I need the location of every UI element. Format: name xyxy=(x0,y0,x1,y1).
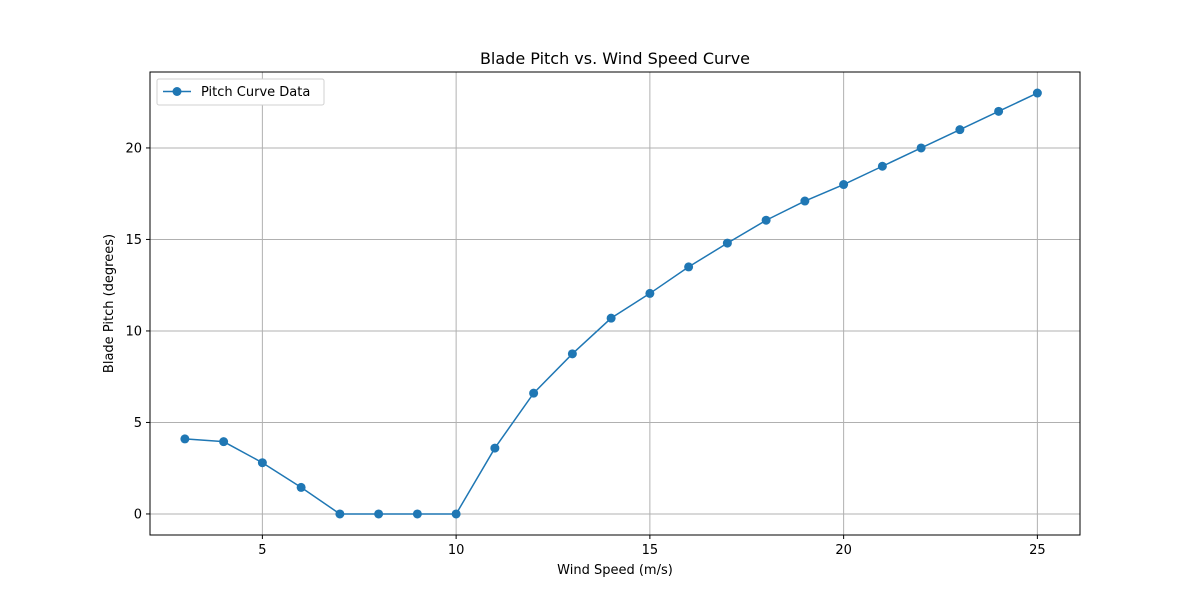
y-tick-label: 5 xyxy=(134,416,142,431)
data-point xyxy=(335,509,345,519)
data-point xyxy=(994,106,1004,116)
plot-area-background xyxy=(150,72,1080,535)
y-tick-label: 15 xyxy=(125,233,142,248)
legend-marker-swatch xyxy=(172,87,182,96)
x-tick-label: 15 xyxy=(642,543,659,558)
data-point xyxy=(567,349,577,359)
data-point xyxy=(877,161,887,171)
data-point xyxy=(412,509,422,519)
y-tick-label: 0 xyxy=(134,507,142,522)
data-point xyxy=(955,125,965,135)
data-point xyxy=(296,482,306,492)
data-point xyxy=(839,180,849,190)
data-point xyxy=(916,143,926,153)
tick-layer: 5 10 15 20 25 0 5 10 15 20 xyxy=(125,141,1045,558)
y-axis-label: Blade Pitch (degrees) xyxy=(102,234,117,373)
data-point xyxy=(1032,88,1042,98)
data-point xyxy=(800,196,810,206)
legend-label: Pitch Curve Data xyxy=(201,85,310,100)
data-point xyxy=(645,288,655,298)
x-tick-label: 25 xyxy=(1029,543,1046,558)
legend-box xyxy=(156,78,325,106)
data-point xyxy=(180,434,190,444)
series-layer xyxy=(180,88,1042,519)
chart-title: Blade Pitch vs. Wind Speed Curve xyxy=(480,49,750,68)
x-tick-label: 20 xyxy=(835,543,852,558)
y-tick-label: 10 xyxy=(125,324,142,339)
data-point xyxy=(722,238,732,248)
data-point xyxy=(219,437,229,447)
data-point xyxy=(606,313,616,323)
data-point xyxy=(257,458,267,468)
data-point xyxy=(684,262,694,272)
data-point xyxy=(451,509,461,519)
data-point xyxy=(529,388,539,398)
x-tick-label: 10 xyxy=(448,543,465,558)
x-tick-label: 5 xyxy=(258,543,266,558)
y-tick-label: 20 xyxy=(125,141,142,156)
data-point xyxy=(761,215,771,225)
data-point xyxy=(490,443,500,453)
plot-frame xyxy=(149,71,1081,536)
x-axis-label: Wind Speed (m/s) xyxy=(557,563,673,578)
legend: Pitch Curve Data xyxy=(156,78,325,106)
data-point xyxy=(374,509,384,519)
